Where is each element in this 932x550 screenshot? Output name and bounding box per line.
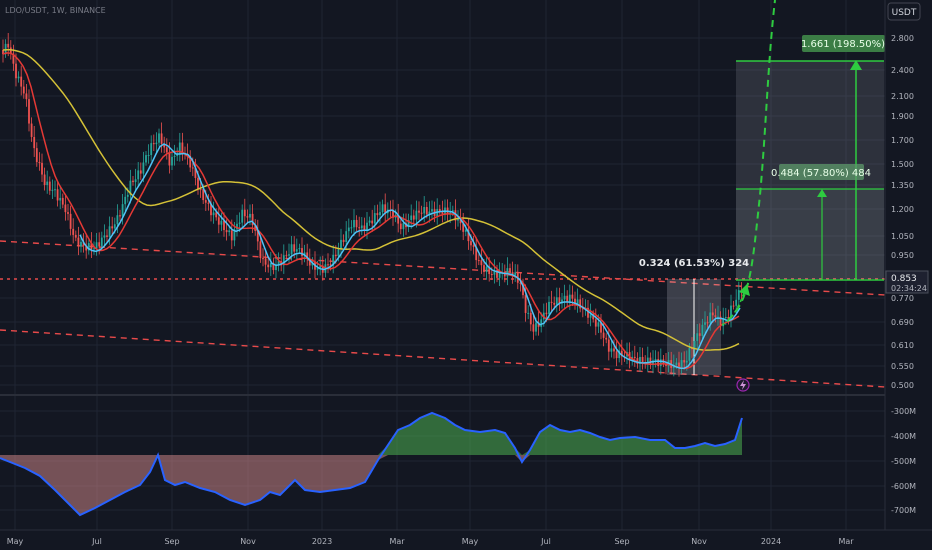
- price-axis[interactable]: [885, 0, 932, 530]
- indicator-tick: -500M: [891, 457, 916, 466]
- price-tick: 0.500: [891, 381, 914, 390]
- time-axis[interactable]: [0, 530, 932, 550]
- indicator-tick: -600M: [891, 482, 916, 491]
- indicator-tick: -700M: [891, 506, 916, 515]
- symbol-header: LDO/USDT, 1W, BINANCE: [5, 6, 106, 15]
- price-axis-ticks: 2.800 2.400 2.100 1.900 1.700 1.500 1.350 1.200…: [891, 34, 914, 390]
- indicator-tick: -300M: [891, 407, 916, 416]
- price-tick: 1.200: [891, 205, 914, 214]
- ma-mid-line: [79, 143, 741, 370]
- measure-box-small[interactable]: [667, 279, 721, 375]
- measure-label-small: 0.324 (61.53%) 324: [639, 258, 749, 269]
- measure-mid-text: 0.484 (57.80%) 484: [771, 168, 871, 179]
- time-tick: Nov: [691, 537, 707, 546]
- candlestick-series: [2, 33, 743, 377]
- support-line-upper: [0, 240, 886, 296]
- price-tick: 1.700: [891, 136, 914, 145]
- support-line-lower: [0, 329, 886, 388]
- measure-small-text: 0.324 (61.53%) 324: [639, 258, 749, 269]
- time-tick: 2024: [761, 537, 781, 546]
- projection: [721, 0, 776, 326]
- price-tick: 1.050: [891, 232, 914, 241]
- price-tick: 2.100: [891, 92, 914, 101]
- price-tick: 0.690: [891, 318, 914, 327]
- indicator-fill-negative: [0, 455, 742, 515]
- svg-text:USDT: USDT: [892, 8, 917, 18]
- measure-label-mid: 0.484 (57.80%) 484: [771, 164, 871, 180]
- price-tick: 2.800: [891, 34, 914, 43]
- moving-averages: [2, 48, 741, 370]
- measure-label-big: 1.661 (198.50%): [801, 35, 885, 52]
- indicator-tick: -400M: [891, 432, 916, 441]
- measure-big-text: 1.661 (198.50%): [801, 39, 885, 50]
- projection-dashed-curve: [727, 0, 776, 321]
- price-tick: 1.900: [891, 112, 914, 121]
- price-tick: 0.950: [891, 251, 914, 260]
- ma-fast-line: [2, 52, 740, 370]
- currency-badge[interactable]: USDT: [887, 2, 921, 21]
- price-tick: 0.550: [891, 362, 914, 371]
- time-tick: Mar: [838, 537, 854, 546]
- time-tick: 2023: [312, 537, 332, 546]
- ma-slow-line: [2, 48, 740, 351]
- support-lines: [0, 240, 886, 388]
- time-tick: Sep: [614, 537, 629, 546]
- time-axis-ticks: May Jul Sep Nov 2023 Mar May Jul Sep Nov 2024 Mar: [7, 537, 855, 546]
- lightning-icon[interactable]: [736, 378, 750, 392]
- last-price-tag: 0.853 02:34:24: [885, 270, 929, 294]
- price-tick: 1.500: [891, 160, 914, 169]
- price-tick: 0.610: [891, 341, 914, 350]
- time-tick: May: [7, 537, 24, 546]
- time-tick: Jul: [91, 537, 102, 546]
- indicator-line: [0, 411, 743, 517]
- indicator-axis-ticks: -300M -400M -500M -600M -700M: [891, 407, 916, 515]
- price-tick: 0.770: [891, 294, 914, 303]
- countdown-text: 02:34:24: [891, 284, 927, 293]
- time-tick: May: [462, 537, 479, 546]
- time-tick: Nov: [240, 537, 256, 546]
- indicator-pane: [0, 411, 743, 517]
- projection-arc: [721, 289, 746, 326]
- last-price-text: 0.853: [891, 274, 917, 284]
- price-tick: 1.350: [891, 181, 914, 190]
- time-tick: Mar: [389, 537, 405, 546]
- time-tick: Sep: [164, 537, 179, 546]
- indicator-fill-positive: [0, 413, 742, 455]
- price-tick: 2.400: [891, 66, 914, 75]
- time-tick: Jul: [540, 537, 551, 546]
